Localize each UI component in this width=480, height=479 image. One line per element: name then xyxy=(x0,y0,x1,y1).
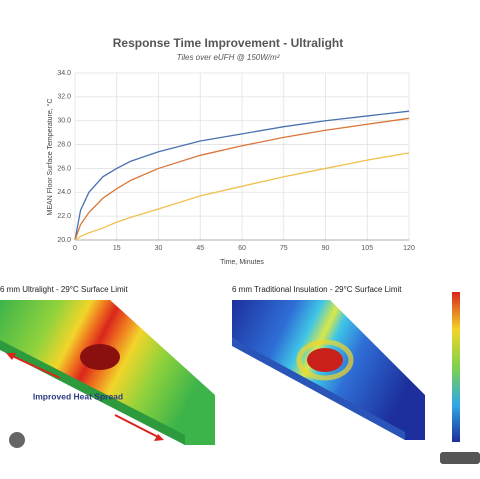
left-thermal-image xyxy=(0,300,215,448)
x-tick-label: 60 xyxy=(238,245,246,252)
y-tick-label: 32.0 xyxy=(57,94,71,101)
series-line xyxy=(74,152,410,241)
series-line xyxy=(74,110,410,241)
y-tick-label: 24.0 xyxy=(57,189,71,196)
left-caption: 6 mm Ultralight - 29°C Surface Limit xyxy=(0,285,128,294)
annotation: Improved Heat Spread xyxy=(33,391,123,401)
x-tick-label: 30 xyxy=(155,245,163,252)
x-tick-label: 15 xyxy=(113,245,121,252)
x-tick-label: 0 xyxy=(73,245,77,252)
chart-title: Response Time Improvement - Ultralight xyxy=(113,36,344,50)
chart-subtitle: Tiles over eUFH @ 150W/m² xyxy=(177,53,280,62)
y-tick-label: 20.0 xyxy=(57,237,71,244)
y-tick-label: 30.0 xyxy=(57,118,71,125)
x-tick-label: 90 xyxy=(322,245,330,252)
x-tick-label: 105 xyxy=(361,245,373,252)
y-tick-label: 28.0 xyxy=(57,141,71,148)
right-caption: 6 mm Traditional Insulation - 29°C Surfa… xyxy=(232,285,402,294)
right-thermal-image xyxy=(232,300,425,440)
series-line xyxy=(74,117,410,241)
y-tick-label: 26.0 xyxy=(57,165,71,172)
y-axis-label: MEAN Floor Surface Temperature, °C xyxy=(46,98,54,215)
x-tick-label: 75 xyxy=(280,245,288,252)
image-badge xyxy=(440,452,480,464)
y-tick-label: 34.0 xyxy=(57,70,71,77)
x-tick-label: 45 xyxy=(196,245,204,252)
color-bar xyxy=(452,292,460,442)
x-tick-label: 120 xyxy=(403,245,415,252)
y-tick-label: 22.0 xyxy=(57,213,71,220)
x-axis-label: Time, Minutes xyxy=(220,259,264,266)
